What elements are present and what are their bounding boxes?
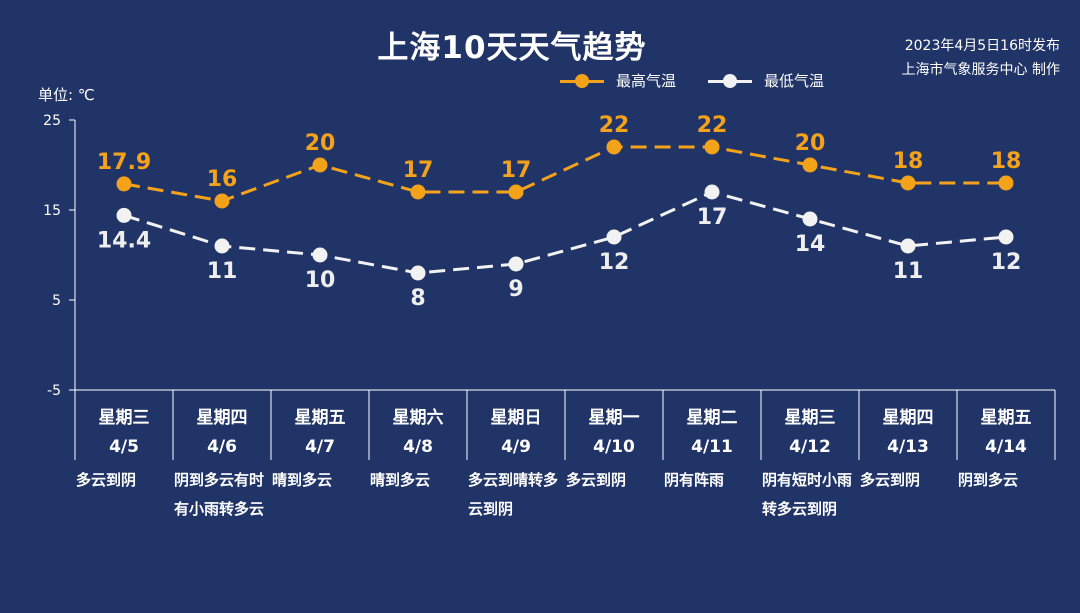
category-date: 4/11 xyxy=(691,437,733,457)
category-weekday: 星期六 xyxy=(393,407,444,428)
data-label-low: 10 xyxy=(305,268,336,293)
weather-description: 阴到多云有时有小雨转多云 xyxy=(174,471,265,518)
category-weekday: 星期三 xyxy=(785,408,836,428)
data-label-low: 12 xyxy=(991,250,1022,275)
category-weekday: 星期一 xyxy=(589,408,640,428)
data-label-low: 11 xyxy=(207,259,238,284)
data-label-high: 17 xyxy=(403,158,434,183)
data-point-high xyxy=(900,175,916,191)
data-label-high: 20 xyxy=(795,131,826,156)
data-label-low: 17 xyxy=(697,205,728,230)
data-label-high: 16 xyxy=(207,167,238,192)
weather-description: 多云到阴 xyxy=(76,471,137,489)
data-label-low: 12 xyxy=(599,250,630,275)
y-tick-label: -5 xyxy=(47,383,61,399)
data-point-high xyxy=(802,157,818,173)
data-label-low: 14.4 xyxy=(97,228,151,253)
legend-label-high: 最高气温 xyxy=(616,72,677,90)
data-point-low xyxy=(802,211,818,227)
series-line-high xyxy=(123,145,1006,203)
data-point-low xyxy=(214,238,230,254)
data-label-high: 18 xyxy=(893,149,924,174)
data-point-high xyxy=(410,184,426,200)
weather-description: 阴有阵雨 xyxy=(664,471,725,489)
category-weekday: 星期四 xyxy=(883,408,934,428)
category-date: 4/14 xyxy=(985,437,1027,457)
data-point-low xyxy=(606,229,622,245)
data-label-low: 8 xyxy=(410,286,425,311)
publish-time: 2023年4月5日16时发布 xyxy=(904,38,1060,54)
data-point-high xyxy=(312,157,328,173)
data-point-low xyxy=(998,229,1014,245)
legend-item-low[interactable]: 最低气温 xyxy=(708,70,824,91)
category-weekday: 星期五 xyxy=(981,408,1032,428)
publish-info: 2023年4月5日16时发布 上海市气象服务中心 制作 xyxy=(902,34,1060,82)
category-date: 4/6 xyxy=(207,437,237,457)
weather-description: 多云到晴转多云到阴 xyxy=(468,471,559,518)
legend-swatch-low xyxy=(708,71,752,91)
data-label-high: 17.9 xyxy=(97,150,151,175)
data-point-low xyxy=(508,256,524,272)
weather-description: 晴到多云 xyxy=(272,471,333,489)
data-point-low xyxy=(312,247,328,263)
publisher: 上海市气象服务中心 制作 xyxy=(901,62,1060,78)
data-label-high: 22 xyxy=(599,113,630,138)
weather-description: 多云到阴 xyxy=(566,471,627,489)
data-point-low xyxy=(410,265,426,281)
data-point-low xyxy=(704,184,720,200)
data-point-low xyxy=(900,238,916,254)
category-weekday: 星期四 xyxy=(197,408,248,428)
unit-label: 单位: ℃ xyxy=(38,86,95,104)
category-weekday: 星期三 xyxy=(99,408,150,428)
data-point-high xyxy=(214,193,230,209)
legend-swatch-high xyxy=(560,71,604,91)
data-label-high: 17 xyxy=(501,158,532,183)
data-label-low: 11 xyxy=(893,259,924,284)
chart-title: 上海10天天气趋势 xyxy=(377,30,647,66)
category-weekday: 星期五 xyxy=(295,408,346,428)
category-date: 4/12 xyxy=(789,437,831,457)
y-tick-label: 5 xyxy=(52,293,61,309)
data-point-high xyxy=(116,176,132,192)
y-tick-label: 25 xyxy=(43,113,61,129)
weather-description: 多云到阴 xyxy=(860,471,921,489)
category-weekday: 星期日 xyxy=(491,408,542,428)
data-label-low: 14 xyxy=(795,232,826,257)
weather-description: 晴到多云 xyxy=(370,471,431,489)
legend-item-high[interactable]: 最高气温 xyxy=(560,70,676,91)
data-point-high xyxy=(704,139,720,155)
data-label-high: 20 xyxy=(305,131,336,156)
data-point-low xyxy=(116,207,132,223)
category-date: 4/8 xyxy=(403,437,433,457)
data-label-low: 9 xyxy=(508,277,523,302)
weather-description: 阴有短时小雨转多云到阴 xyxy=(762,471,853,518)
data-point-high xyxy=(508,184,524,200)
legend-label-low: 最低气温 xyxy=(764,72,825,90)
data-point-high xyxy=(998,175,1014,191)
y-tick-label: 15 xyxy=(43,203,61,219)
series-line-low xyxy=(123,190,1007,275)
category-date: 4/5 xyxy=(109,437,139,457)
category-date: 4/10 xyxy=(593,437,635,457)
weather-description: 阴到多云 xyxy=(958,471,1019,489)
category-date: 4/7 xyxy=(305,437,335,457)
category-weekday: 星期二 xyxy=(687,408,738,428)
category-date: 4/13 xyxy=(887,437,929,457)
data-label-high: 18 xyxy=(991,149,1022,174)
data-label-high: 22 xyxy=(697,113,728,138)
category-date: 4/9 xyxy=(501,437,531,457)
data-point-high xyxy=(606,139,622,155)
